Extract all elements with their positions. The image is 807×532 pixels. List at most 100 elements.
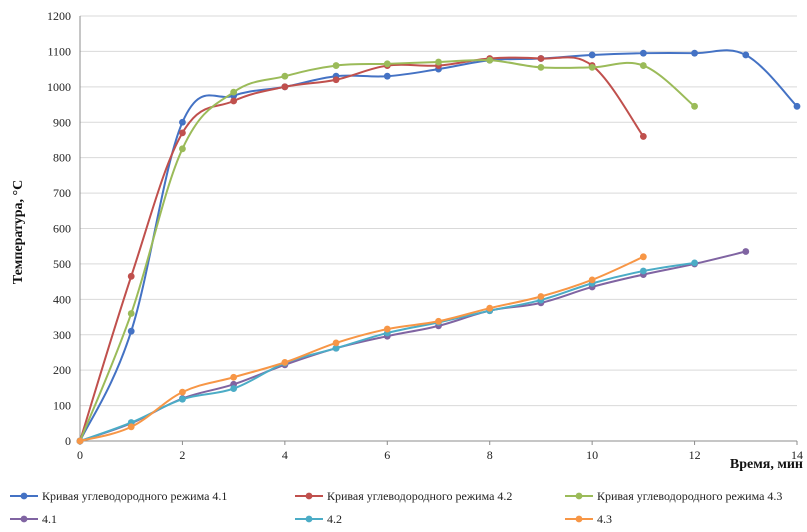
data-point	[281, 358, 289, 366]
series-line	[79, 255, 644, 442]
legend-swatch-marker	[20, 492, 28, 500]
x-tick-label: 0	[77, 448, 83, 462]
legend-label: Кривая углеводородного режима 4.1	[42, 489, 227, 503]
series-5	[76, 259, 698, 445]
y-tick-label: 900	[53, 115, 71, 129]
data-point	[76, 437, 84, 445]
series-line	[79, 49, 798, 442]
data-point	[793, 102, 801, 110]
data-point	[639, 267, 647, 275]
axes: 0100200300400500600700800900100011001200…	[47, 9, 803, 462]
data-point	[179, 388, 186, 396]
y-tick-label: 1200	[47, 9, 71, 23]
data-point	[537, 63, 545, 71]
data-point	[179, 118, 186, 126]
legend-item: 4.1	[10, 512, 57, 526]
data-point	[691, 259, 698, 267]
series-1	[76, 49, 801, 445]
y-tick-label: 400	[53, 292, 71, 306]
data-point	[537, 293, 545, 300]
y-tick-label: 700	[53, 186, 71, 200]
data-point	[281, 72, 289, 80]
x-tick-label: 10	[586, 448, 598, 462]
y-tick-label: 800	[53, 151, 71, 165]
legend-swatch-marker	[20, 515, 28, 523]
data-point	[588, 63, 596, 71]
series-lines	[76, 49, 801, 445]
legend-item: Кривая углеводородного режима 4.3	[565, 489, 782, 503]
data-point	[179, 395, 186, 403]
x-tick-label: 8	[487, 448, 493, 462]
legend: Кривая углеводородного режима 4.1 Кривая …	[10, 489, 782, 526]
data-point	[435, 58, 442, 66]
legend-label: 4.3	[597, 512, 612, 526]
data-point	[127, 272, 135, 280]
data-point	[639, 253, 647, 261]
data-point	[742, 51, 750, 59]
x-axis-title: Время, мин	[730, 457, 803, 472]
y-tick-label: 300	[53, 328, 71, 342]
data-point	[588, 51, 596, 59]
series-2	[76, 55, 647, 445]
data-point	[230, 88, 238, 96]
data-point	[639, 49, 647, 57]
legend-swatch-marker	[575, 492, 583, 500]
data-point	[179, 145, 186, 153]
y-tick-label: 0	[65, 434, 71, 448]
legend-label: 4.2	[327, 512, 342, 526]
data-point	[742, 248, 750, 255]
gridlines	[80, 15, 797, 407]
legend-item: 4.3	[565, 512, 612, 526]
data-point	[332, 76, 340, 84]
series-6	[76, 253, 647, 445]
data-point	[332, 62, 340, 69]
legend-swatch-marker	[305, 515, 313, 523]
data-point	[230, 385, 238, 392]
series-line	[79, 59, 696, 442]
series-line	[79, 56, 645, 442]
y-axis-title: Температура, °С	[11, 180, 26, 284]
data-point	[127, 310, 135, 317]
data-point	[486, 304, 494, 312]
y-tick-label: 1000	[47, 80, 71, 94]
x-tick-label: 2	[179, 448, 185, 462]
legend-item: Кривая углеводородного режима 4.1	[10, 489, 227, 503]
y-tick-label: 500	[53, 257, 71, 271]
y-tick-label: 1100	[47, 44, 71, 58]
y-tick-label: 200	[53, 363, 71, 377]
data-point	[639, 62, 647, 69]
legend-label: Кривая углеводородного режима 4.2	[327, 489, 512, 503]
data-point	[383, 72, 391, 80]
legend-swatch-marker	[305, 492, 313, 500]
legend-swatch-marker	[575, 515, 583, 523]
data-point	[230, 97, 238, 105]
y-tick-label: 100	[53, 399, 71, 413]
x-tick-label: 14	[791, 448, 803, 462]
data-point	[383, 325, 391, 333]
x-tick-label: 4	[282, 448, 288, 462]
data-point	[691, 102, 698, 110]
data-point	[435, 317, 442, 325]
series-4	[76, 248, 750, 445]
data-point	[230, 373, 238, 381]
data-point	[537, 55, 545, 62]
data-point	[639, 133, 647, 140]
legend-item: 4.2	[295, 512, 342, 526]
data-point	[486, 56, 494, 64]
data-point	[588, 276, 596, 284]
legend-item: Кривая углеводородного режима 4.2	[295, 489, 512, 503]
x-tick-label: 6	[384, 448, 390, 462]
legend-label: Кривая углеводородного режима 4.3	[597, 489, 782, 503]
data-point	[691, 49, 698, 57]
data-point	[332, 339, 340, 347]
data-point	[179, 129, 186, 137]
x-tick-label: 12	[689, 448, 701, 462]
series-line	[79, 250, 747, 442]
data-point	[281, 83, 289, 91]
data-point	[127, 327, 135, 335]
series-3	[76, 56, 698, 445]
y-tick-label: 600	[53, 222, 71, 236]
data-point	[383, 60, 391, 68]
series-line	[79, 261, 695, 442]
